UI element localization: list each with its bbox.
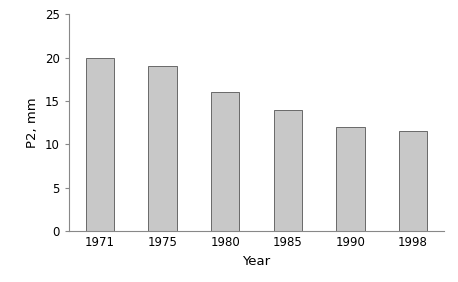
Bar: [86, 58, 114, 231]
Y-axis label: P2, mm: P2, mm: [26, 97, 39, 148]
Bar: [148, 66, 177, 231]
Bar: [399, 131, 427, 231]
Bar: [274, 110, 302, 231]
Bar: [211, 92, 239, 231]
X-axis label: Year: Year: [242, 255, 271, 268]
Bar: [336, 127, 365, 231]
